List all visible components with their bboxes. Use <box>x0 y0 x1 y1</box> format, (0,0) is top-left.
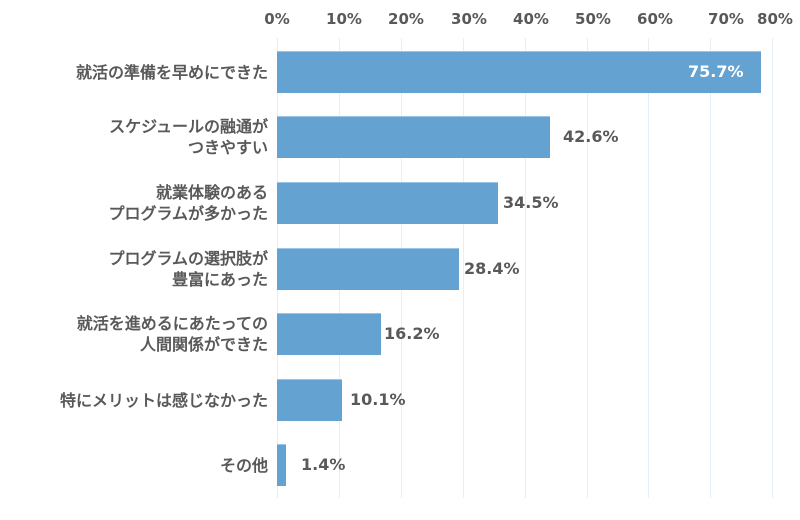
x-tick: 10% <box>326 10 362 28</box>
bar <box>277 379 342 421</box>
gridline <box>772 38 773 498</box>
x-tick: 80% <box>757 10 793 28</box>
x-tick: 20% <box>388 10 424 28</box>
gridline <box>525 38 526 498</box>
category-label: その他 <box>219 455 268 475</box>
bar <box>277 248 459 290</box>
value-label: 34.5% <box>503 193 559 212</box>
x-tick: 70% <box>708 10 744 28</box>
gridline <box>648 38 649 498</box>
bar <box>277 51 761 93</box>
category-label: 特にメリットは感じなかった <box>59 390 268 410</box>
value-label: 28.4% <box>464 259 520 278</box>
gridline <box>587 38 588 498</box>
x-tick: 40% <box>513 10 549 28</box>
gridline <box>710 38 711 498</box>
bar <box>277 116 550 158</box>
x-tick: 0% <box>264 10 290 28</box>
bar <box>277 444 286 486</box>
category-label: 就業体験のある プログラムが多かった <box>108 183 268 223</box>
bar <box>277 313 381 355</box>
category-label: 就活を進めるにあたっての 人間関係ができた <box>76 314 268 354</box>
bar <box>277 182 498 224</box>
category-label: 就活の準備を早めにできた <box>75 62 268 82</box>
value-label: 16.2% <box>384 324 440 343</box>
value-label: 10.1% <box>350 390 406 409</box>
value-label: 75.7% <box>688 62 744 81</box>
value-label: 1.4% <box>301 455 346 474</box>
gridline <box>463 38 464 498</box>
x-tick: 50% <box>575 10 611 28</box>
x-tick: 60% <box>637 10 673 28</box>
category-label: プログラムの選択肢が 豊富にあった <box>108 249 268 289</box>
x-tick: 30% <box>451 10 487 28</box>
value-label: 42.6% <box>563 127 619 146</box>
category-label: スケジュールの融通が つきやすい <box>109 117 268 157</box>
